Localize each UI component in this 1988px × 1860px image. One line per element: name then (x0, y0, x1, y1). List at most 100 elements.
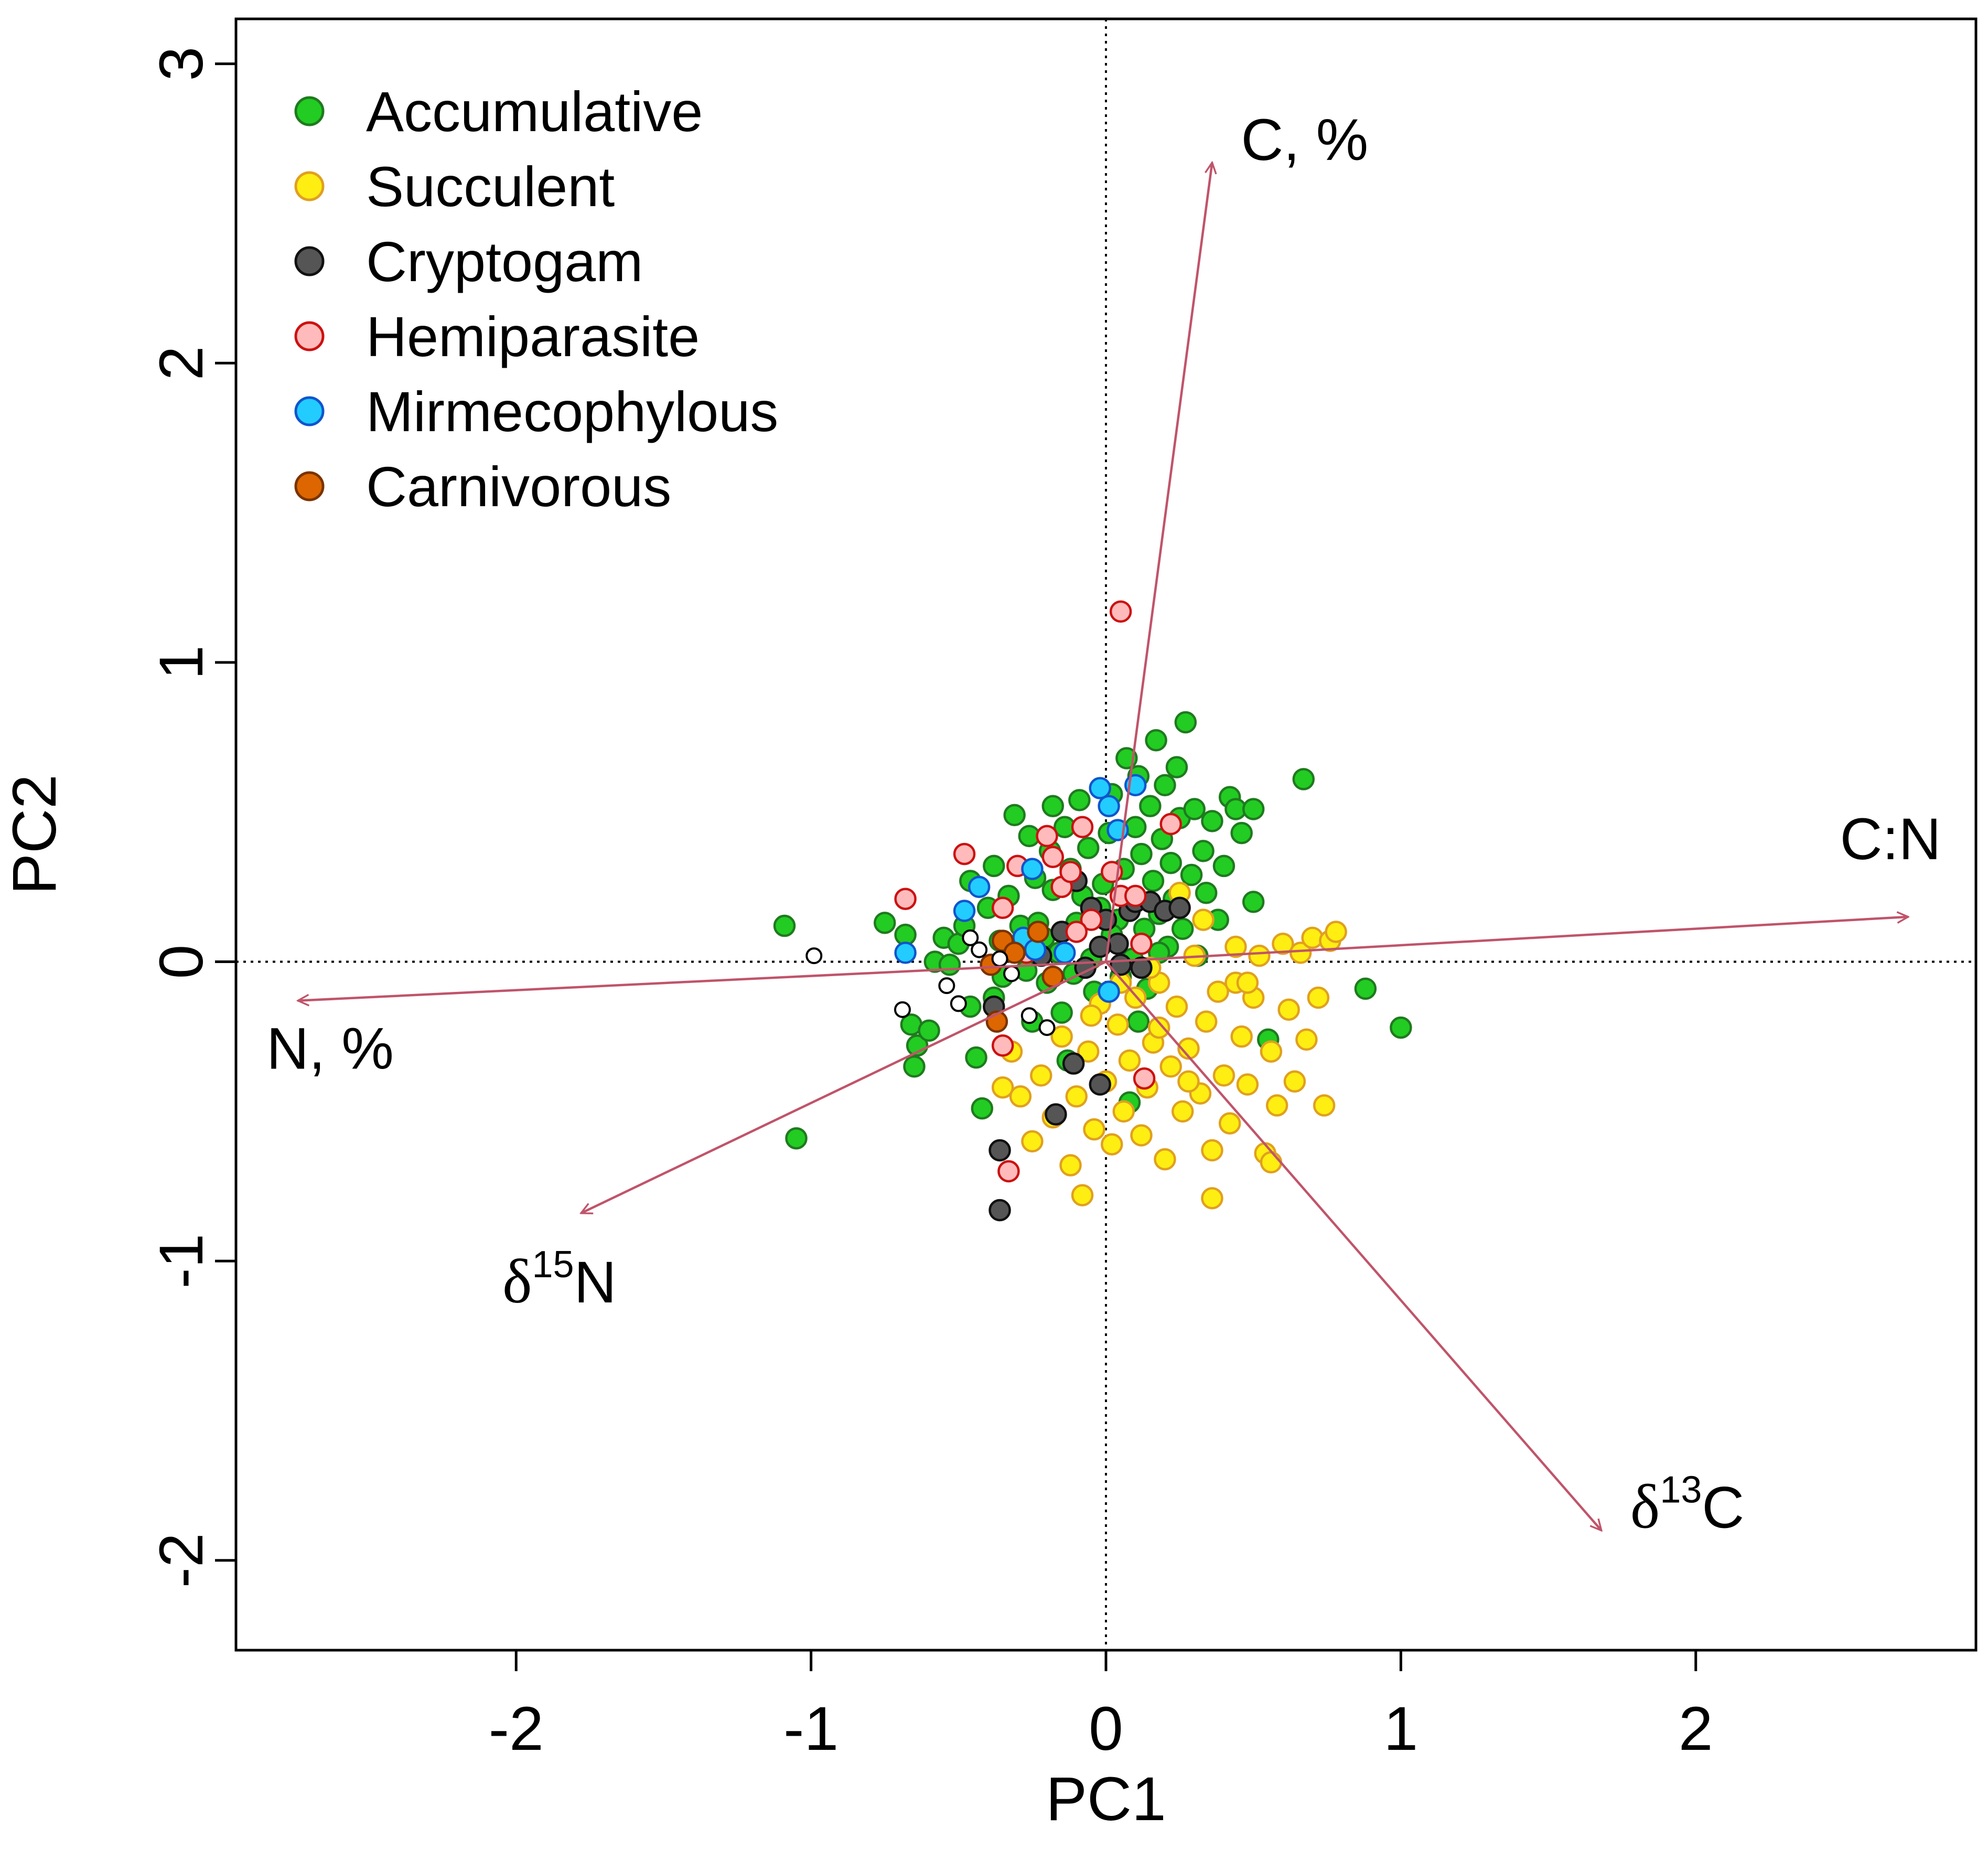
data-point (1145, 729, 1167, 752)
legend-label: Accumulative (366, 80, 703, 143)
data-point (1065, 1085, 1088, 1108)
data-point (1212, 854, 1235, 878)
data-point (1295, 1028, 1318, 1051)
data-point (873, 912, 896, 934)
x-tick-label: 0 (1089, 1694, 1123, 1763)
data-point (962, 929, 979, 946)
legend-swatch (294, 471, 325, 501)
data-point (991, 1076, 1014, 1099)
data-point (918, 1019, 940, 1042)
data-point (1139, 795, 1162, 818)
data-point (1260, 1040, 1283, 1063)
axes: -2 -1 0 1 2 -2 -1 0 1 2 3 (147, 47, 1713, 1763)
legend-label: Carnivorous (366, 455, 671, 518)
loading-label-d13c: δ13C (1630, 1469, 1745, 1542)
legend-item-cryptogam: Cryptogam (294, 230, 643, 293)
data-point (1171, 917, 1194, 940)
y-tick-label: 0 (147, 945, 216, 979)
data-point (1195, 1010, 1218, 1033)
data-point (1242, 891, 1265, 913)
data-point (1307, 986, 1330, 1009)
data-point (1021, 858, 1044, 880)
data-point (1159, 813, 1182, 836)
data-point (1325, 921, 1347, 943)
data-point (894, 1001, 911, 1018)
data-point (894, 942, 917, 964)
data-point (938, 977, 955, 995)
data-point (1236, 1073, 1259, 1096)
data-point (1054, 942, 1076, 964)
data-point (991, 896, 1014, 920)
data-point (988, 1199, 1011, 1222)
data-point (997, 1160, 1020, 1183)
data-point (1059, 1154, 1082, 1177)
data-point (1109, 600, 1132, 623)
data-point (1171, 1100, 1194, 1123)
data-point (983, 854, 1005, 878)
legend-item-carnivorous: Carnivorous (294, 455, 671, 518)
data-point (1195, 882, 1218, 904)
loading-label-c: C, % (1241, 107, 1368, 173)
data-point (1180, 863, 1203, 886)
y-tick-label: 1 (147, 645, 216, 680)
data-point (1159, 1055, 1182, 1078)
series-other (805, 929, 1056, 1036)
loading-arrow-d13c (1105, 961, 1602, 1531)
data-point (1127, 1010, 1150, 1033)
data-point (1390, 1016, 1412, 1039)
data-point (805, 947, 823, 965)
data-point (1118, 1049, 1141, 1072)
data-point (971, 941, 988, 958)
data-point (1065, 921, 1088, 943)
data-point (773, 914, 796, 937)
data-point (1133, 1067, 1156, 1090)
data-point (1059, 861, 1082, 883)
data-point (1041, 846, 1065, 869)
data-point (1283, 1070, 1306, 1093)
data-point (1165, 995, 1188, 1018)
y-tick-label: -1 (147, 1234, 216, 1289)
legend-item-succulent: Succulent (294, 155, 615, 218)
data-point (1154, 1148, 1176, 1171)
data-point (1036, 825, 1058, 848)
data-point (1218, 1112, 1241, 1135)
data-point (1021, 1130, 1044, 1153)
data-point (953, 900, 976, 922)
data-point (1260, 1151, 1283, 1174)
data-point (1313, 1094, 1336, 1117)
loading-vectors: C, % C:N N, % δ15N δ13C (266, 107, 1941, 1542)
data-point (1130, 933, 1153, 955)
data-point (968, 875, 991, 899)
data-point (894, 888, 917, 910)
data-point (1003, 804, 1026, 827)
data-point (1050, 1001, 1073, 1024)
data-point (1212, 1064, 1235, 1087)
legend: Accumulative Succulent Cryptogam Hemiparasi… (294, 80, 778, 518)
data-point (1071, 1184, 1094, 1206)
legend-label: Succulent (366, 155, 615, 218)
data-point (1098, 980, 1120, 1003)
data-point (991, 950, 1008, 967)
data-point (1083, 1118, 1105, 1141)
data-point (1124, 884, 1147, 907)
x-tick-label: 2 (1679, 1694, 1713, 1763)
loading-label-n: N, % (266, 1016, 394, 1082)
data-point (988, 1139, 1011, 1162)
data-point (1050, 1025, 1073, 1048)
data-point (1292, 768, 1315, 790)
data-point (1201, 1139, 1223, 1162)
data-point (1100, 1133, 1123, 1156)
data-point (1165, 756, 1188, 778)
data-point (1289, 942, 1312, 964)
data-point (1265, 1094, 1288, 1117)
data-point (1230, 821, 1253, 845)
legend-item-accumulative: Accumulative (294, 80, 703, 143)
data-point (903, 1055, 926, 1078)
loading-label-cn: C:N (1840, 806, 1941, 872)
data-point (1174, 711, 1197, 734)
loading-arrow-d15n (581, 960, 1106, 1213)
legend-item-mirmecophylous: Mirmecophylous (294, 380, 778, 443)
data-point (1177, 1070, 1200, 1093)
legend-swatch (294, 396, 325, 426)
